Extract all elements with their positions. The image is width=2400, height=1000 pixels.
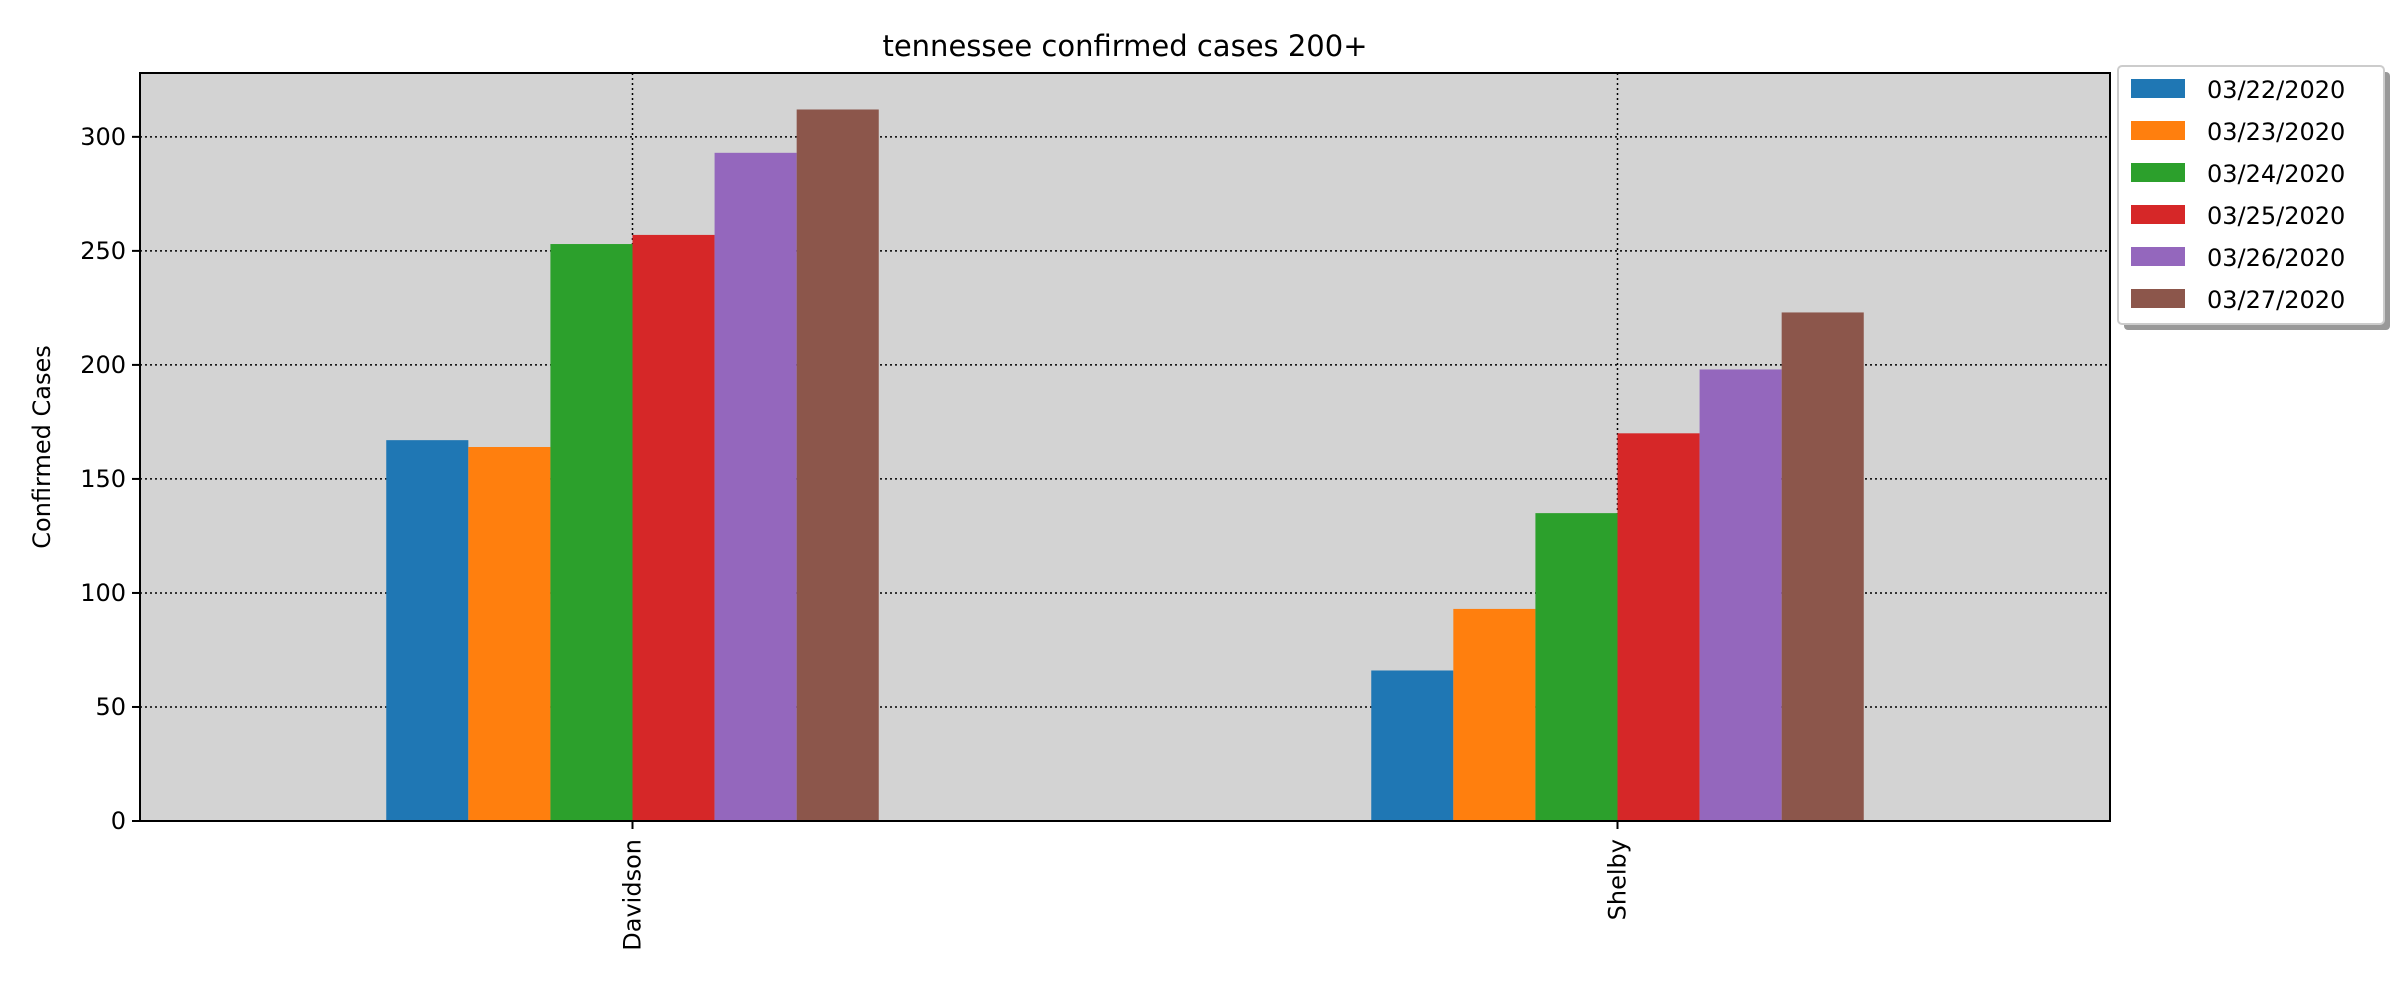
legend-label: 03/27/2020 <box>2207 286 2345 314</box>
bars <box>386 109 1864 822</box>
legend-swatch <box>2131 205 2185 224</box>
y-tick-label: 150 <box>80 465 126 493</box>
bar <box>1781 312 1864 821</box>
bar <box>550 244 633 821</box>
y-axis: 0 50 100 150 200 250 300 <box>80 123 140 835</box>
y-tick-label: 50 <box>95 693 126 721</box>
legend: 03/22/2020 03/23/2020 03/24/2020 03/25/2020… <box>2117 65 2390 330</box>
bar <box>632 234 715 822</box>
legend-swatch <box>2131 163 2185 182</box>
chart-title: tennessee confirmed cases 200+ <box>882 29 1367 63</box>
bar <box>468 447 551 821</box>
bar <box>714 152 797 821</box>
legend-swatch <box>2131 247 2185 266</box>
y-tick-label: 0 <box>111 807 126 835</box>
plot-frame <box>139 72 2111 822</box>
y-tick-label: 250 <box>80 237 126 265</box>
bar <box>386 440 469 821</box>
x-tick-label: Shelby <box>1604 839 1632 920</box>
x-axis: Davidson Shelby <box>619 821 1632 951</box>
y-tick-label: 300 <box>80 123 126 151</box>
legend-label: 03/25/2020 <box>2207 202 2345 230</box>
x-tick-label: Davidson <box>619 839 647 951</box>
legend-label: 03/22/2020 <box>2207 76 2345 104</box>
legend-label: 03/26/2020 <box>2207 244 2345 272</box>
legend-swatch <box>2131 121 2185 140</box>
legend-label: 03/24/2020 <box>2207 160 2345 188</box>
bar <box>1453 608 1536 821</box>
legend-swatch <box>2131 289 2185 308</box>
bar <box>796 109 879 822</box>
bar <box>1535 513 1618 821</box>
bar <box>1617 433 1700 821</box>
legend-label: 03/23/2020 <box>2207 118 2345 146</box>
legend-swatch <box>2131 79 2185 98</box>
y-axis-title: Confirmed Cases <box>28 345 56 548</box>
bar <box>1699 369 1782 821</box>
bar <box>1371 670 1454 821</box>
y-tick-label: 100 <box>80 579 126 607</box>
y-tick-label: 200 <box>80 351 126 379</box>
